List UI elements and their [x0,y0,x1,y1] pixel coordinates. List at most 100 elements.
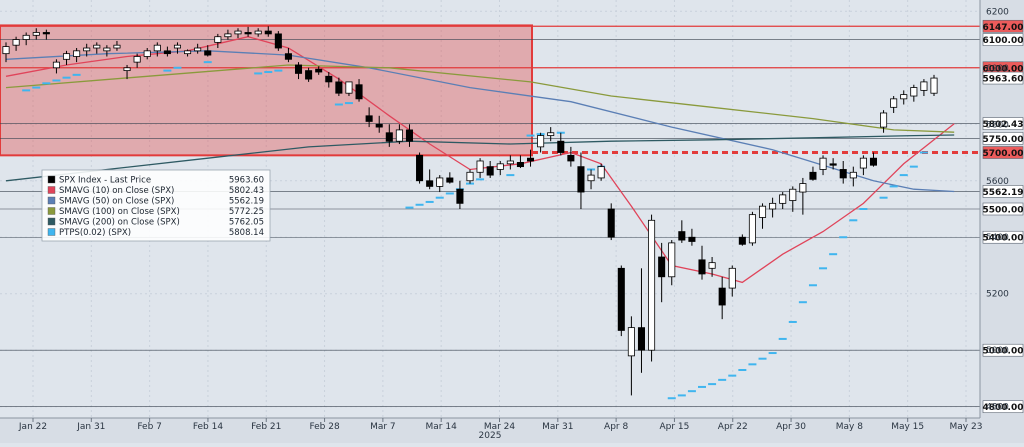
candle-body [910,87,918,97]
candle-body [900,94,908,100]
legend-series-name: SMAVG (10) on Close (SPX) [59,186,174,196]
price-tag-box [982,202,1024,216]
legend-box [41,169,271,242]
candle-body [274,33,282,49]
candle-body [809,171,817,180]
resistance-zone [0,24,533,157]
candle-body [234,30,242,35]
candle-body [143,50,151,57]
candle-body [547,132,555,136]
legend-series-value: 5772.25 [229,207,264,217]
candle-body [607,208,615,238]
x-tick-label: Apr 8 [604,422,628,432]
candle-body [597,166,605,179]
price-tag-text: 6147.00 [983,23,1024,33]
candle-body [62,53,71,60]
y-tick-label: 5600 [986,177,1009,187]
candle-body [920,81,928,91]
candle-body [506,160,514,165]
candle-body [839,169,847,179]
price-tag-text: 5400.00 [983,234,1024,244]
candle-body [83,47,91,52]
price-tag-box [982,146,1024,159]
x-tick-label: Apr 22 [718,422,748,432]
legend-series-value: 5808.14 [229,228,264,238]
candle-body [436,177,444,187]
candle-body [315,68,323,73]
y-axis: 6200 6000 5800 5600 5400 5200 5000 4800 [986,7,1009,412]
price-tag-text: 5000.00 [983,347,1024,357]
legend-series-value: 5963.60 [229,176,264,186]
candle-body [284,53,292,60]
candle-body [557,140,565,153]
x-tick-label: Mar 31 [542,422,573,432]
x-tick-label: Mar 24 [484,422,516,432]
x-tick-label: Jan 22 [18,422,47,432]
candle-body [22,34,30,40]
candle-body [799,183,807,193]
price-tag-box [982,400,1024,414]
x-tick-label: May 15 [891,422,924,432]
ma-line [5,64,955,133]
candle-body [214,36,222,43]
price-tag-box [982,71,1024,85]
resistance-zone-box [0,24,533,157]
price-tag-text: 4800.00 [983,403,1024,413]
x-tick-label: May 8 [836,422,863,432]
parabolic-sar-dots [22,61,928,400]
legend-series-name: SMAVG (50) on Close (SPX) [59,197,174,207]
candle-body [496,163,504,170]
candle-body [395,129,403,142]
candle-body [305,70,313,80]
candle-body [194,47,202,52]
candle-body [416,154,424,182]
candle-body [698,259,706,275]
candle-body [42,32,50,35]
candle-body [718,287,726,306]
candle-body [204,50,212,56]
candle-body [779,194,787,204]
price-tag-text: 5700.00 [983,149,1024,159]
candle-body [769,202,777,210]
x-tick-label: Mar 7 [370,422,396,432]
price-tag-box [982,132,1024,145]
candle-body [637,327,646,351]
candle-body [335,81,343,94]
legend-series-value: 5802.43 [229,186,264,196]
legend-swatch [47,228,56,236]
price-tag-text: 5500.00 [983,206,1024,216]
candle-body [486,166,494,176]
candle-body [627,327,635,357]
candle-body [426,180,434,187]
x-tick-label: Feb 14 [193,422,224,432]
horizontal-levels [0,25,980,408]
legend: SPX Index - Last Price 5963.60 SMAVG (10) … [41,169,271,242]
candle-body [688,236,696,242]
price-tag-text: 6100.00 [983,36,1024,46]
candle-body [123,67,131,72]
x-tick-label: Jan 31 [76,422,105,432]
candle-body [587,174,595,182]
candle-body [52,61,60,69]
candle-body [819,157,827,170]
legend-series-name: SMAVG (200) on Close (SPX) [59,218,180,228]
candle-body [567,154,575,162]
y-tick-label: 4800 [986,403,1009,413]
candle-body [254,30,262,35]
year-label: 2025 [479,431,502,441]
legend-swatch [47,217,56,226]
price-tag-text: 5963.60 [983,75,1024,85]
candle-body [648,219,656,351]
candle-body [537,135,545,148]
legend-swatch [47,196,56,205]
legend-series-name: PTPS(0.02) (SPX) [59,228,131,238]
x-tick-label: Feb 21 [251,422,281,432]
candle-body [476,160,484,173]
candle-body [325,75,333,83]
candle-body [345,81,353,94]
price-tag-box [982,185,1024,198]
candle-body [365,115,373,122]
candle-body [849,171,857,179]
